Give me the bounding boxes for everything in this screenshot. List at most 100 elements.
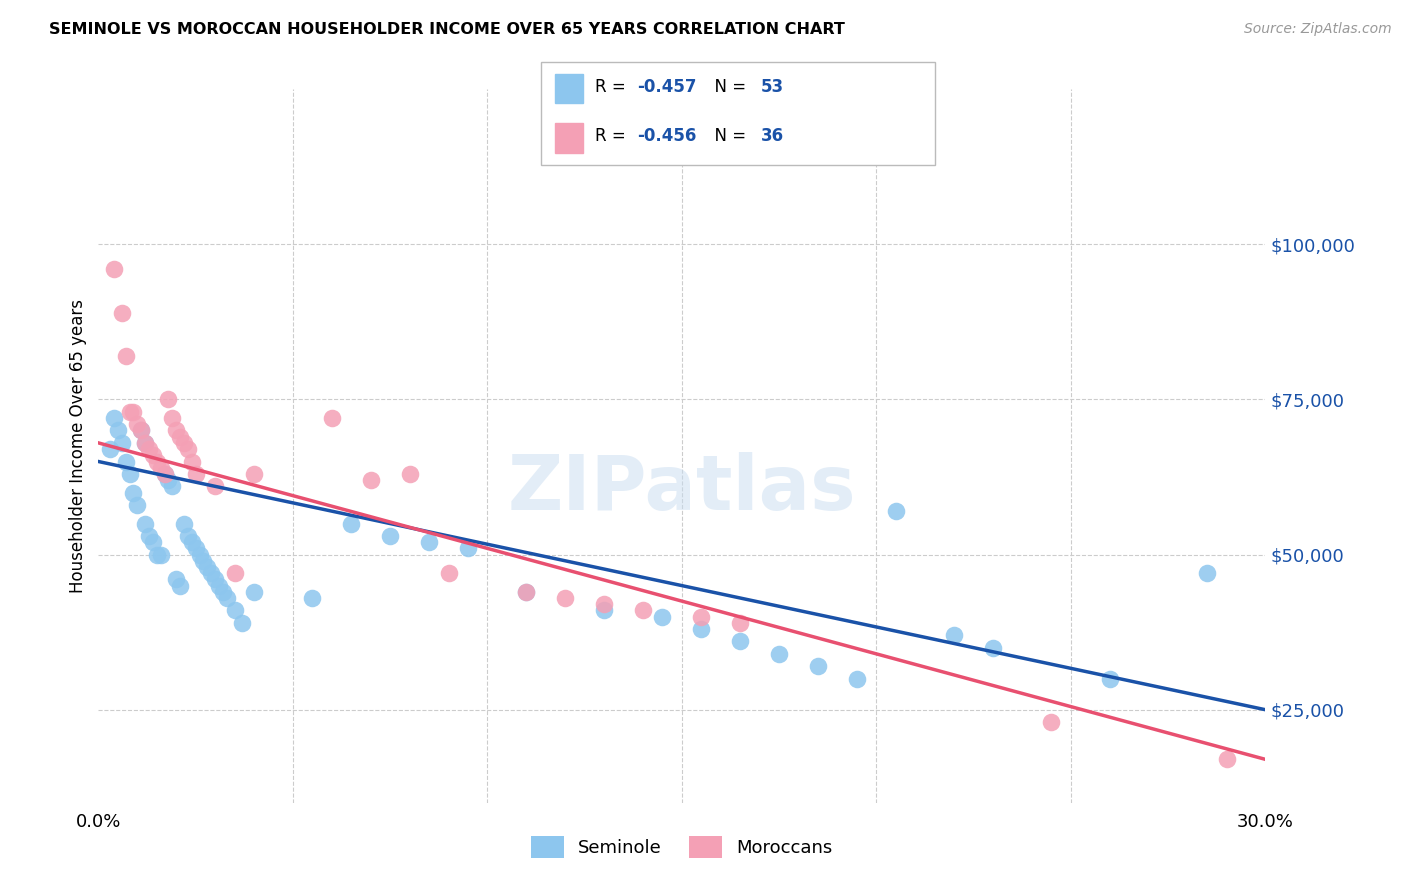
Text: R =: R =	[595, 78, 631, 96]
Point	[114, 349, 136, 363]
Point	[165, 424, 187, 438]
Point	[142, 535, 165, 549]
Point	[515, 584, 537, 599]
Point	[122, 405, 145, 419]
Point	[122, 485, 145, 500]
Point	[515, 584, 537, 599]
Point	[243, 467, 266, 481]
Point	[554, 591, 576, 605]
Point	[884, 504, 907, 518]
Y-axis label: Householder Income Over 65 years: Householder Income Over 65 years	[69, 299, 87, 593]
Point	[127, 417, 149, 432]
Point	[114, 454, 136, 468]
Point	[593, 603, 616, 617]
Point	[138, 529, 160, 543]
Point	[118, 467, 141, 481]
Point	[177, 442, 200, 456]
Point	[231, 615, 253, 630]
Point	[111, 305, 134, 319]
Point	[212, 584, 235, 599]
Text: -0.457: -0.457	[637, 78, 696, 96]
Text: ZIPatlas: ZIPatlas	[508, 452, 856, 525]
Point	[730, 634, 752, 648]
Point	[107, 424, 129, 438]
Text: N =: N =	[704, 128, 752, 145]
Point	[146, 454, 169, 468]
Point	[340, 516, 363, 531]
Point	[360, 473, 382, 487]
Point	[215, 591, 238, 605]
Point	[943, 628, 966, 642]
Point	[138, 442, 160, 456]
Point	[1195, 566, 1218, 581]
Point	[153, 467, 176, 481]
Point	[129, 424, 152, 438]
Text: R =: R =	[595, 128, 631, 145]
Text: 36: 36	[761, 128, 783, 145]
Point	[157, 473, 180, 487]
Point	[134, 516, 156, 531]
Point	[129, 424, 152, 438]
Point	[173, 436, 195, 450]
Point	[184, 541, 207, 556]
Point	[134, 436, 156, 450]
Point	[208, 579, 231, 593]
Text: SEMINOLE VS MOROCCAN HOUSEHOLDER INCOME OVER 65 YEARS CORRELATION CHART: SEMINOLE VS MOROCCAN HOUSEHOLDER INCOME …	[49, 22, 845, 37]
Point	[204, 573, 226, 587]
Point	[1040, 715, 1063, 730]
Text: -0.456: -0.456	[637, 128, 696, 145]
Point	[184, 467, 207, 481]
Point	[204, 479, 226, 493]
Point	[153, 467, 176, 481]
Point	[457, 541, 479, 556]
Point	[134, 436, 156, 450]
Point	[165, 573, 187, 587]
Point	[845, 672, 868, 686]
Point	[177, 529, 200, 543]
Point	[378, 529, 402, 543]
Point	[224, 566, 246, 581]
Text: 53: 53	[761, 78, 783, 96]
Point	[690, 622, 713, 636]
Point	[111, 436, 134, 450]
Point	[418, 535, 440, 549]
Point	[768, 647, 790, 661]
Point	[162, 411, 184, 425]
Point	[98, 442, 121, 456]
Point	[142, 448, 165, 462]
Point	[103, 411, 125, 425]
Point	[398, 467, 420, 481]
Point	[118, 405, 141, 419]
Point	[162, 479, 184, 493]
Point	[127, 498, 149, 512]
Point	[149, 548, 172, 562]
Point	[593, 597, 616, 611]
Point	[146, 548, 169, 562]
Point	[301, 591, 323, 605]
Text: N =: N =	[704, 78, 752, 96]
Point	[690, 609, 713, 624]
Point	[188, 548, 211, 562]
Point	[180, 535, 202, 549]
Point	[437, 566, 460, 581]
Point	[149, 460, 172, 475]
Point	[169, 579, 191, 593]
Point	[180, 454, 202, 468]
Point	[730, 615, 752, 630]
Point	[243, 584, 266, 599]
Point	[200, 566, 222, 581]
Point	[103, 262, 125, 277]
Point	[1098, 672, 1121, 686]
Legend: Seminole, Moroccans: Seminole, Moroccans	[524, 829, 839, 865]
Point	[651, 609, 673, 624]
Text: Source: ZipAtlas.com: Source: ZipAtlas.com	[1244, 22, 1392, 37]
Point	[631, 603, 654, 617]
Point	[173, 516, 195, 531]
Point	[193, 554, 215, 568]
Point	[807, 659, 830, 673]
Point	[981, 640, 1004, 655]
Point	[169, 430, 191, 444]
Point	[195, 560, 218, 574]
Point	[157, 392, 180, 407]
Point	[321, 411, 343, 425]
